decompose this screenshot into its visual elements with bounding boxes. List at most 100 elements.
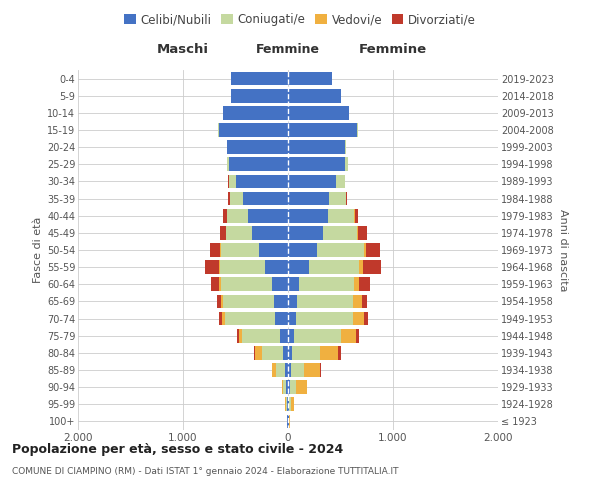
Bar <box>295 329 341 342</box>
Bar <box>221 294 223 308</box>
Bar <box>288 209 328 222</box>
Bar <box>286 380 288 394</box>
Bar <box>329 192 346 205</box>
Bar <box>299 278 354 291</box>
Bar <box>362 260 382 274</box>
Bar <box>341 329 356 342</box>
Bar <box>227 209 248 222</box>
Bar <box>229 174 235 188</box>
Bar <box>359 278 370 291</box>
Bar <box>344 140 346 154</box>
Bar <box>227 158 229 171</box>
Bar <box>230 192 243 205</box>
Bar <box>366 243 380 257</box>
Bar <box>225 312 275 326</box>
Bar <box>218 260 220 274</box>
Bar <box>346 192 347 205</box>
Bar <box>248 209 288 222</box>
Bar <box>227 140 288 154</box>
Bar <box>236 329 239 342</box>
Bar <box>290 398 294 411</box>
Bar <box>228 174 229 188</box>
Bar <box>288 294 298 308</box>
Bar <box>288 346 292 360</box>
Y-axis label: Anni di nascita: Anni di nascita <box>558 209 568 291</box>
Bar <box>283 346 288 360</box>
Bar <box>223 312 225 326</box>
Bar <box>211 278 219 291</box>
Bar <box>221 243 259 257</box>
Bar <box>358 226 367 239</box>
Bar <box>288 363 290 377</box>
Bar <box>356 329 359 342</box>
Bar <box>288 89 341 102</box>
Bar <box>337 174 344 188</box>
Legend: Celibi/Nubili, Coniugati/e, Vedovi/e, Divorziati/e: Celibi/Nubili, Coniugati/e, Vedovi/e, Di… <box>119 8 481 31</box>
Bar <box>262 346 283 360</box>
Bar <box>229 158 288 171</box>
Bar <box>354 278 359 291</box>
Bar <box>220 260 265 274</box>
Bar <box>344 158 348 171</box>
Bar <box>338 346 341 360</box>
Bar <box>288 140 344 154</box>
Bar <box>232 89 288 102</box>
Text: Maschi: Maschi <box>157 42 209 56</box>
Bar <box>288 158 344 171</box>
Text: COMUNE DI CIAMPINO (RM) - Dati ISTAT 1° gennaio 2024 - Elaborazione TUTTITALIA.I: COMUNE DI CIAMPINO (RM) - Dati ISTAT 1° … <box>12 468 398 476</box>
Bar <box>296 312 353 326</box>
Bar <box>328 209 354 222</box>
Bar <box>289 398 290 411</box>
Bar <box>274 294 288 308</box>
Y-axis label: Fasce di età: Fasce di età <box>32 217 43 283</box>
Bar <box>359 260 362 274</box>
Bar <box>288 174 337 188</box>
Bar <box>288 226 323 239</box>
Bar <box>288 312 296 326</box>
Bar <box>355 209 358 222</box>
Bar <box>320 346 338 360</box>
Bar <box>296 380 307 394</box>
Bar <box>323 226 357 239</box>
Bar <box>218 123 288 137</box>
Bar <box>220 226 226 239</box>
Bar <box>210 243 220 257</box>
Bar <box>277 363 285 377</box>
Bar <box>223 294 274 308</box>
Bar <box>205 260 218 274</box>
Bar <box>272 278 288 291</box>
Bar <box>275 312 288 326</box>
Bar <box>228 192 230 205</box>
Bar <box>288 260 309 274</box>
Bar <box>217 294 221 308</box>
Text: Femmine: Femmine <box>359 42 427 56</box>
Bar <box>280 329 288 342</box>
Bar <box>288 243 317 257</box>
Text: Popolazione per età, sesso e stato civile - 2024: Popolazione per età, sesso e stato civil… <box>12 442 343 456</box>
Bar <box>235 174 288 188</box>
Bar <box>219 312 223 326</box>
Bar <box>283 380 286 394</box>
Bar <box>288 398 289 411</box>
Bar <box>221 278 272 291</box>
Bar <box>265 260 288 274</box>
Bar <box>288 329 295 342</box>
Bar <box>288 123 358 137</box>
Bar <box>309 260 359 274</box>
Bar <box>292 346 320 360</box>
Bar <box>253 226 288 239</box>
Bar <box>232 72 288 86</box>
Bar <box>286 398 287 411</box>
Bar <box>287 398 288 411</box>
Bar <box>317 243 364 257</box>
Bar <box>364 312 368 326</box>
Bar <box>282 380 283 394</box>
Bar <box>288 278 299 291</box>
Bar <box>353 294 361 308</box>
Bar <box>242 329 280 342</box>
Text: Femmine: Femmine <box>256 42 320 56</box>
Bar <box>290 363 304 377</box>
Bar <box>226 226 253 239</box>
Bar <box>285 363 288 377</box>
Bar <box>288 380 290 394</box>
